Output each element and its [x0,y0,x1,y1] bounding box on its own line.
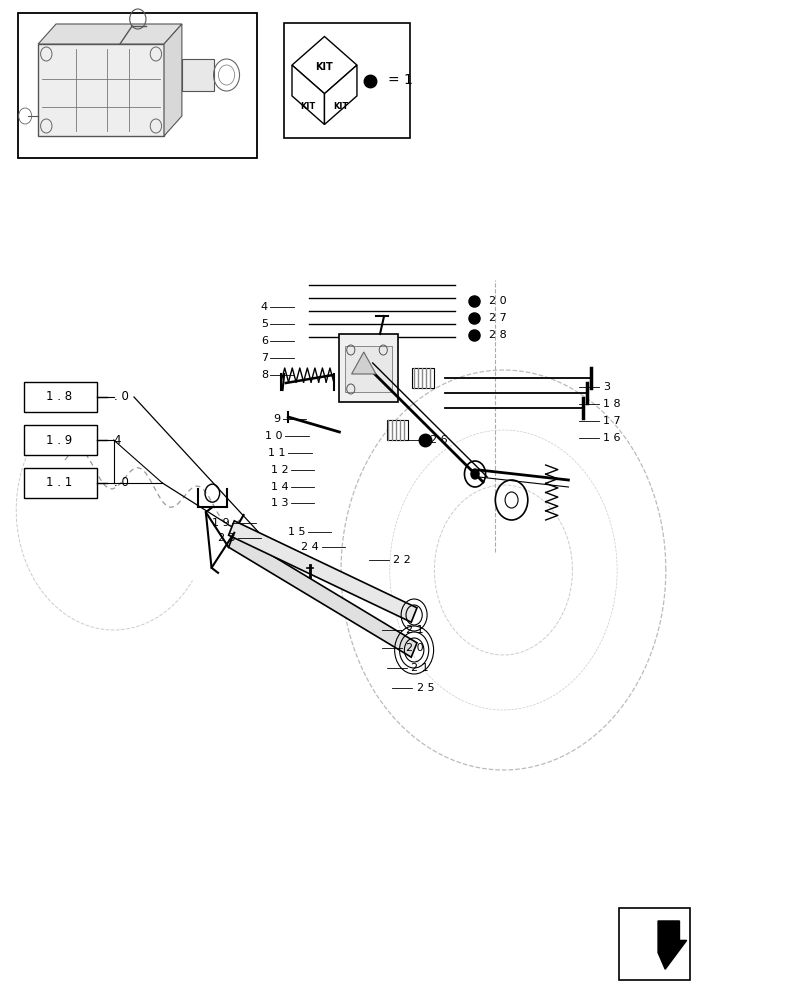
Text: 1 5: 1 5 [287,527,305,537]
Bar [24,468,97,498]
Text: 2 1: 2 1 [410,663,428,673]
Bar [339,334,397,402]
Polygon shape [228,521,417,622]
Polygon shape [228,533,417,657]
Text: 9: 9 [272,414,280,424]
Text: 2 7: 2 7 [488,313,506,323]
Text: 2 6: 2 6 [430,435,448,445]
Text: 2 0: 2 0 [406,643,423,653]
Text: 1 2: 1 2 [270,465,288,475]
Text: 2 5: 2 5 [416,683,434,693]
Polygon shape [351,352,375,374]
Text: KIT: KIT [300,102,315,111]
Bar [345,346,392,392]
Polygon shape [657,921,686,969]
Polygon shape [292,65,324,124]
Text: 3: 3 [603,382,610,392]
Text: KIT: KIT [315,62,333,72]
Text: 7: 7 [260,353,268,363]
Text: 1 8: 1 8 [603,399,620,409]
Bar [412,368,433,388]
Bar [24,425,97,455]
Text: 1 7: 1 7 [603,416,620,426]
Text: 1 3: 1 3 [270,498,288,508]
Polygon shape [292,36,357,94]
Text: 4: 4 [114,434,121,446]
Text: 1 9: 1 9 [212,518,230,528]
Text: 2 1: 2 1 [406,625,423,635]
Text: 1 1: 1 1 [268,448,285,458]
Text: 1 . 1: 1 . 1 [45,477,71,489]
Bar [618,908,689,980]
Circle shape [470,469,478,479]
Text: 1 6: 1 6 [603,433,620,443]
Bar [18,13,257,158]
Polygon shape [324,65,357,124]
Bar [182,59,214,91]
Text: 1 4: 1 4 [270,482,288,492]
Text: 2 3: 2 3 [217,533,235,543]
Text: 2 0: 2 0 [488,296,506,306]
Text: 2 4: 2 4 [301,542,319,552]
Text: 2 2: 2 2 [393,555,410,565]
Text: . 0: . 0 [114,477,128,489]
Text: 8: 8 [260,370,268,380]
Text: 1 . 9: 1 . 9 [45,434,71,446]
Text: 1 . 8: 1 . 8 [45,390,71,403]
Bar [38,44,164,136]
Bar [284,23,410,138]
Text: . 0: . 0 [114,390,128,403]
Bar [386,420,407,440]
Polygon shape [164,24,182,136]
Text: KIT: KIT [333,102,348,111]
Text: 1 0: 1 0 [264,431,282,441]
Text: 5: 5 [260,319,268,329]
Bar [24,382,97,412]
Text: 4: 4 [260,302,268,312]
Text: 6: 6 [260,336,268,346]
Text: 2 8: 2 8 [488,330,506,340]
Polygon shape [38,24,182,44]
Text: = 1: = 1 [387,74,412,88]
